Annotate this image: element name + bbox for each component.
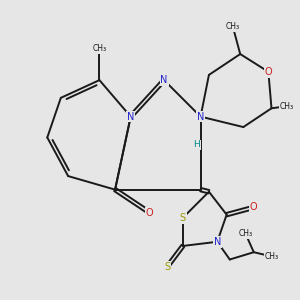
Text: S: S <box>164 262 170 272</box>
Text: S: S <box>180 213 186 223</box>
Text: CH₃: CH₃ <box>280 102 294 111</box>
Text: CH₃: CH₃ <box>226 22 240 32</box>
Text: CH₃: CH₃ <box>238 229 253 238</box>
Text: O: O <box>146 208 153 218</box>
Text: N: N <box>160 75 168 85</box>
Text: N: N <box>197 112 204 122</box>
Text: CH₃: CH₃ <box>264 252 279 261</box>
Text: H: H <box>193 140 200 149</box>
Text: CH₃: CH₃ <box>92 44 106 53</box>
Text: N: N <box>214 237 221 247</box>
Text: O: O <box>250 202 258 212</box>
Text: N: N <box>127 112 134 122</box>
Text: O: O <box>265 67 272 77</box>
